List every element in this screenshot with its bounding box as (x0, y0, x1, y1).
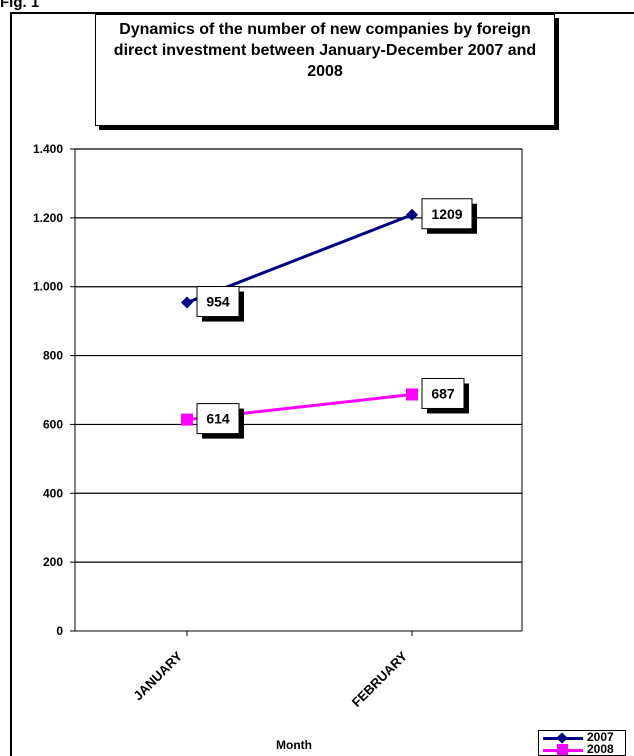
data-label-box-2007-1 (421, 198, 473, 230)
data-point-2007-1 (406, 208, 418, 221)
y-tick-label-3: 600 (43, 417, 63, 431)
data-label-box-2007-0 (196, 286, 240, 318)
data-point-2008-0 (181, 413, 193, 426)
y-tick-label-1: 200 (43, 555, 63, 569)
legend-marker-2008 (557, 744, 568, 755)
figure-frame (10, 12, 634, 756)
x-tick-label-february: FEBRUARY (349, 648, 411, 710)
chart-title-box: Dynamics of the number of new companies … (95, 14, 555, 126)
legend-label-2008: 2008 (587, 742, 614, 756)
data-label-box-2008-0 (196, 403, 240, 435)
data-label-2008-1: 687 (431, 385, 455, 401)
figure-label: Fig. 1 (0, 0, 40, 11)
data-point-2008-1 (406, 388, 418, 401)
y-tick-label-7: 1.400 (33, 142, 63, 156)
data-point-2007-0 (181, 296, 193, 309)
y-tick-label-2: 400 (43, 486, 63, 500)
legend-label-2007: 2007 (587, 730, 614, 744)
chart-title: Dynamics of the number of new companies … (113, 21, 537, 80)
y-tick-label-0: 0 (56, 624, 63, 638)
legend-item-2007: 2007 (539, 730, 625, 744)
legend-marker-2007 (556, 732, 568, 744)
data-label-box-2008-1 (421, 377, 465, 409)
legend: 2007 2008 (538, 730, 626, 756)
data-label-2007-0: 954 (206, 294, 230, 310)
x-tick-label-january: JANUARY (130, 648, 185, 703)
y-tick-label-4: 800 (43, 349, 63, 363)
y-tick-label-5: 1.000 (33, 280, 63, 294)
data-label-2007-1: 1209 (431, 206, 462, 222)
data-label-2008-0: 614 (206, 411, 230, 427)
legend-item-2008: 2008 (539, 742, 625, 756)
y-tick-label-6: 1.200 (33, 211, 63, 225)
x-axis-title: Month (276, 738, 312, 752)
